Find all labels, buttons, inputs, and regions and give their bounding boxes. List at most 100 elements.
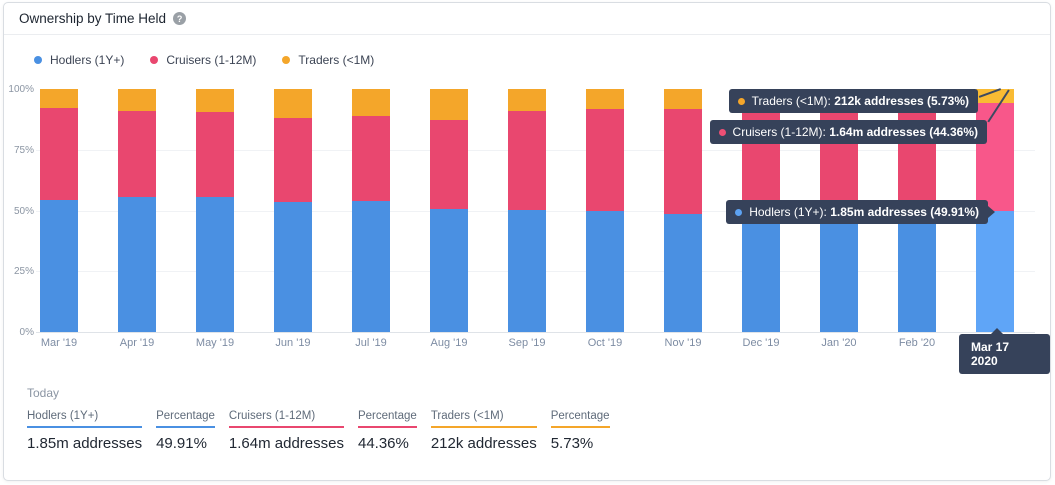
legend-item-hodlers[interactable]: Hodlers (1Y+) — [34, 53, 124, 67]
bar-segment-cruisers[interactable] — [586, 108, 624, 211]
chart-legend: Hodlers (1Y+) Cruisers (1-12M) Traders (<1… — [34, 53, 374, 67]
legend-label: Cruisers (1-12M) — [166, 53, 257, 67]
bar-column[interactable] — [664, 89, 702, 332]
tooltip-label: Hodlers (1Y+): — [749, 205, 827, 219]
bar-segment-traders[interactable] — [274, 89, 312, 119]
bar-segment-traders[interactable] — [352, 89, 390, 116]
bar-segment-traders[interactable] — [586, 89, 624, 109]
x-axis-label: Sep '19 — [508, 337, 546, 349]
bar-column[interactable] — [274, 89, 312, 332]
tooltip-label: Traders (<1M): — [751, 94, 831, 108]
today-stat: Traders (<1M) 212k addresses — [430, 410, 537, 452]
x-axis-label: Jan '20 — [821, 337, 857, 349]
bar-segment-hodlers[interactable] — [118, 197, 156, 332]
traders-dot-icon — [737, 97, 745, 105]
badge-caret-icon — [990, 328, 1004, 335]
bar-segment-traders[interactable] — [430, 89, 468, 121]
stat-value: 212k addresses — [430, 435, 537, 452]
bar-segment-traders[interactable] — [40, 89, 78, 109]
bar-segment-cruisers[interactable] — [40, 108, 78, 200]
bar-column[interactable] — [40, 89, 78, 332]
legend-label: Hodlers (1Y+) — [50, 53, 125, 67]
y-axis-tick: 50% — [13, 205, 34, 217]
cruisers-dot-icon — [718, 128, 726, 136]
x-axis-label: Aug '19 — [430, 337, 468, 349]
legend-dot-icon — [282, 56, 291, 64]
legend-item-traders[interactable]: Traders (<1M) — [282, 53, 374, 67]
today-stat: Hodlers (1Y+) 1.85m addresses — [27, 410, 143, 452]
help-icon[interactable]: ? — [173, 12, 187, 25]
stat-label: Traders (<1M) — [430, 410, 537, 428]
bar-segment-traders[interactable] — [664, 89, 702, 109]
badge-label: Mar 17 2020 — [971, 340, 1010, 368]
bar-segment-hodlers[interactable] — [40, 199, 78, 332]
bar-column[interactable] — [508, 89, 546, 332]
tooltip-caret-icon — [988, 206, 995, 218]
bar-column[interactable] — [586, 89, 624, 332]
chart-title: Ownership by Time Held — [19, 11, 167, 26]
bar-segment-hodlers[interactable] — [352, 201, 390, 332]
tooltip-traders: Traders (<1M): 212k addresses (5.73%) — [728, 89, 978, 113]
x-axis-label: Feb '20 — [898, 337, 936, 349]
stat-label: Percentage — [156, 410, 215, 428]
tooltip-label: Cruisers (1-12M): — [732, 125, 826, 139]
bar-segment-cruisers[interactable] — [430, 120, 468, 209]
x-axis-baseline — [36, 332, 1035, 333]
bar-segment-hodlers[interactable] — [898, 211, 936, 332]
tooltip-value: 1.85m addresses (49.91%) — [830, 205, 979, 219]
bar-segment-hodlers[interactable] — [820, 212, 858, 332]
bar-column[interactable] — [352, 89, 390, 332]
stat-label: Cruisers (1-12M) — [228, 410, 344, 428]
tooltip-hodlers: Hodlers (1Y+): 1.85m addresses (49.91%) — [726, 200, 995, 224]
legend-item-cruisers[interactable]: Cruisers (1-12M) — [150, 53, 256, 67]
legend-dot-icon — [34, 56, 42, 64]
today-stat: Percentage 5.73% — [550, 410, 610, 452]
bar-segment-traders[interactable] — [118, 89, 156, 111]
stat-label: Percentage — [357, 410, 417, 428]
bar-segment-cruisers[interactable] — [352, 115, 390, 202]
today-stat: Percentage 44.36% — [357, 410, 417, 452]
y-axis-tick: 25% — [13, 266, 34, 278]
bar-segment-cruisers[interactable] — [508, 111, 546, 210]
x-axis-label: Jul '19 — [355, 337, 387, 349]
x-axis-label: Dec '19 — [742, 337, 780, 349]
tooltip-value: 212k addresses (5.73%) — [834, 94, 969, 108]
legend-label: Traders (<1M) — [298, 53, 375, 67]
card-header: Ownership by Time Held ? — [4, 3, 1050, 35]
bar-segment-hodlers[interactable] — [664, 214, 702, 332]
x-axis-label: May '19 — [195, 337, 235, 349]
bar-segment-hodlers[interactable] — [976, 210, 1014, 332]
bar-segment-hodlers[interactable] — [508, 209, 546, 332]
bar-column[interactable] — [118, 89, 156, 332]
bar-segment-hodlers[interactable] — [586, 211, 624, 332]
tooltip-value: 1.64m addresses (44.36%) — [829, 125, 978, 139]
bar-segment-hodlers[interactable] — [742, 212, 780, 332]
stat-value: 44.36% — [357, 435, 409, 452]
bar-segment-hodlers[interactable] — [196, 196, 234, 332]
highlighted-date-badge: Mar 17 2020 — [959, 328, 1050, 374]
today-stat: Percentage 49.91% — [156, 410, 215, 452]
bar-segment-hodlers[interactable] — [430, 208, 468, 332]
stat-value: 49.91% — [156, 435, 207, 452]
hodlers-dot-icon — [735, 208, 743, 216]
bar-segment-hodlers[interactable] — [274, 202, 312, 332]
today-heading: Today — [27, 386, 60, 400]
bar-segment-cruisers[interactable] — [664, 108, 702, 215]
tooltip-cruisers: Cruisers (1-12M): 1.64m addresses (44.36… — [709, 120, 987, 144]
today-stats: Hodlers (1Y+) 1.85m addresses Percentage 49… — [27, 410, 610, 452]
ownership-by-time-held-card: Ownership by Time Held ? Hodlers (1Y+) Cr… — [3, 2, 1051, 481]
x-axis-label: Jun '19 — [275, 337, 311, 349]
legend-dot-icon — [150, 56, 159, 64]
bar-segment-cruisers[interactable] — [274, 118, 312, 203]
bar-segment-traders[interactable] — [508, 89, 546, 112]
x-axis-label: Apr '19 — [119, 337, 155, 349]
today-stat: Cruisers (1-12M) 1.64m addresses — [228, 410, 344, 452]
ownership-chart: 100% 75% 50% 25% 0% Mar '19 Apr '19 May '19 Jun… — [4, 3, 1050, 480]
plot-area — [36, 89, 1035, 332]
bar-column[interactable] — [430, 89, 468, 332]
bar-segment-traders[interactable] — [196, 89, 234, 113]
bar-segment-cruisers[interactable] — [118, 110, 156, 198]
bar-column[interactable] — [196, 89, 234, 332]
x-axis-label: Mar '19 — [40, 337, 78, 349]
bar-segment-cruisers[interactable] — [196, 112, 234, 197]
